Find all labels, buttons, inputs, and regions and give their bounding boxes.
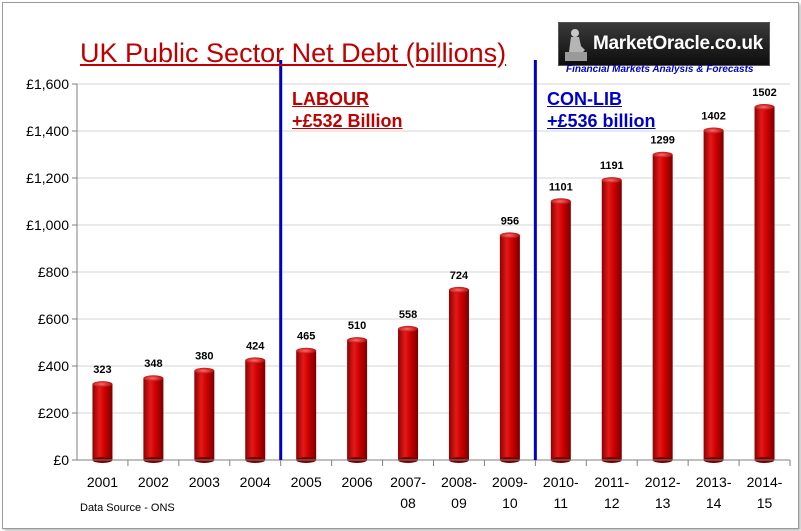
data-label: 348: [144, 358, 162, 370]
data-source: Data Source - ONS: [80, 502, 175, 514]
bar-top: [550, 198, 571, 205]
bar-top: [347, 337, 368, 344]
data-label: 510: [348, 320, 366, 332]
data-label: 1101: [549, 181, 573, 193]
y-tick-label: £600: [38, 311, 69, 327]
data-label: 424: [246, 340, 265, 352]
x-tick-label: 13: [655, 495, 671, 511]
thinker-statue-icon: [565, 29, 587, 61]
bar: [143, 378, 164, 460]
bar-top: [296, 347, 317, 354]
x-tick-label: 2008-: [441, 474, 477, 490]
bar: [550, 201, 571, 460]
axes: £0 £200 £400 £600 £800 £1,000 £1,200 £1,400 £1,6…: [26, 76, 791, 511]
bar-top: [194, 367, 215, 374]
data-label: 380: [195, 351, 213, 363]
y-tick-label: £1,000: [26, 217, 69, 233]
gridlines: [77, 83, 790, 461]
conlib-increase: +£536 billion: [547, 111, 656, 131]
y-tick-label: £1,600: [26, 76, 69, 92]
chart-title: UK Public Sector Net Debt (billions): [80, 38, 507, 68]
bar: [92, 384, 113, 460]
conlib-annotation: CON-LIB +£536 billion: [547, 88, 656, 132]
x-tick-label: 08: [400, 495, 416, 511]
data-label: 724: [450, 270, 469, 282]
data-label: 1402: [701, 111, 725, 123]
data-label: 465: [297, 331, 315, 343]
bar: [448, 289, 469, 460]
market-oracle-logo: MarketOracle.co.uk Financial Markets Ana…: [558, 22, 770, 78]
bar-top: [703, 127, 724, 134]
bar: [601, 180, 622, 461]
x-tick-label: 2004: [240, 474, 271, 490]
logo-name: MarketOracle.co.uk: [593, 33, 763, 54]
data-label: 1191: [600, 160, 624, 172]
bar-top: [754, 104, 775, 111]
x-tick-label: 14: [706, 495, 722, 511]
bar: [347, 340, 368, 460]
bar-top: [448, 286, 469, 293]
party-dividers: [279, 60, 537, 460]
bar-top: [652, 151, 673, 158]
x-tick-label: 11: [554, 495, 569, 511]
bar: [703, 130, 724, 460]
x-tick-label: 15: [757, 495, 773, 511]
x-tick-label: 2007-: [390, 474, 426, 490]
logo-tagline: Financial Markets Analysis & Forecasts: [566, 64, 754, 75]
conlib-label: CON-LIB: [547, 89, 622, 109]
bars: 323 348 380 424 465 510 558 724 956 1101 1191 1299 1…: [92, 87, 777, 463]
logo-banner: MarketOracle.co.uk: [558, 22, 770, 66]
y-tick-label: £1,400: [26, 123, 69, 139]
bar-top: [601, 177, 622, 184]
y-tick-label: £200: [38, 405, 69, 421]
bar: [754, 107, 775, 460]
bar: [499, 235, 520, 460]
x-tick-label: 2013-: [696, 474, 732, 490]
labour-annotation: LABOUR +£532 Billion: [292, 88, 403, 132]
data-label: 1502: [752, 87, 776, 99]
y-tick-label: £800: [38, 264, 69, 280]
bar: [245, 360, 266, 460]
data-label: 323: [93, 364, 111, 376]
bar: [194, 370, 215, 460]
x-tick-label: 2001: [87, 474, 118, 490]
y-tick-label: £1,200: [26, 170, 69, 186]
labour-label: LABOUR: [292, 89, 369, 109]
y-tick-label: £0: [53, 452, 69, 468]
x-tick-label: 2010-: [543, 474, 579, 490]
x-tick-label: 2006: [342, 474, 373, 490]
bar-top: [92, 381, 113, 388]
x-tick-label: 2012-: [645, 474, 681, 490]
labour-increase: +£532 Billion: [292, 111, 403, 131]
x-tick-label: 2005: [291, 474, 322, 490]
data-label: 558: [399, 309, 417, 321]
x-tick-label: 2009-: [492, 474, 528, 490]
data-label: 1299: [650, 135, 674, 147]
x-tick-label: 12: [604, 495, 620, 511]
x-tick-label: 2011-: [594, 474, 629, 490]
bar-top: [398, 325, 419, 332]
y-tick-label: £400: [38, 358, 69, 374]
data-label: 956: [501, 215, 519, 227]
bar-top: [143, 375, 164, 382]
bar-top: [245, 357, 266, 364]
x-tick-label: 2003: [189, 474, 220, 490]
bar: [296, 350, 317, 460]
bar-top: [499, 232, 520, 239]
bar: [652, 154, 673, 461]
x-tick-label: 09: [451, 495, 467, 511]
x-tick-label: 2002: [138, 474, 169, 490]
x-tick-label: 10: [502, 495, 518, 511]
bar: [398, 328, 419, 460]
x-tick-label: 2014-: [747, 474, 783, 490]
